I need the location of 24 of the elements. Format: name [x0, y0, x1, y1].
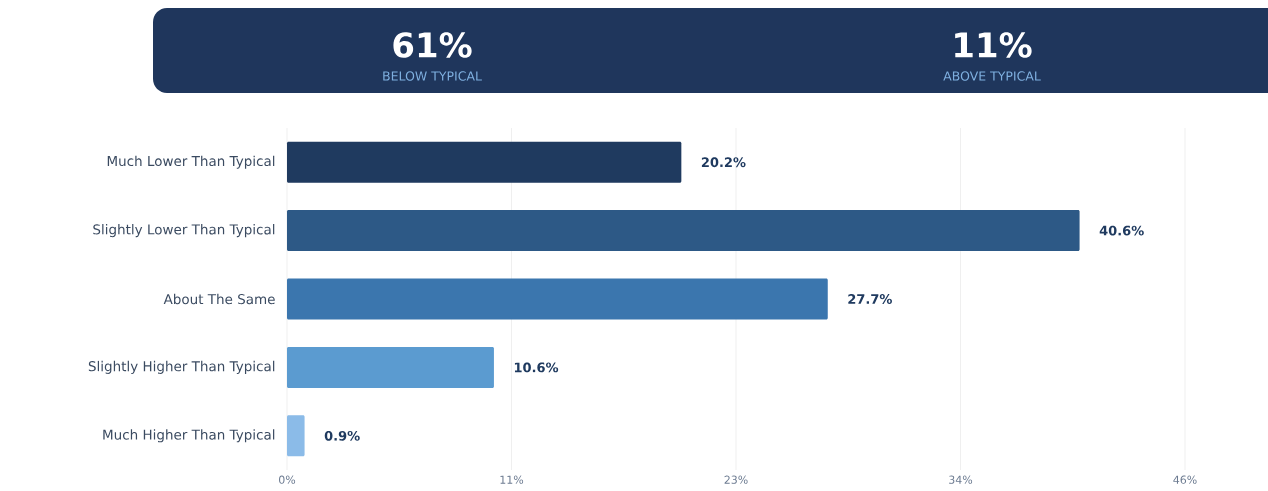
x-tick-label: 0%	[279, 475, 296, 484]
bar	[287, 278, 828, 320]
text: 11%	[955, 32, 1032, 58]
text: 61%	[393, 32, 472, 58]
y-tick-label: Much Lower Than Typical	[107, 155, 275, 169]
bar	[287, 210, 1080, 252]
data-label: 0.9%	[324, 430, 360, 441]
x-tick-label: 23%	[724, 475, 748, 484]
y-tick-label: About The Same	[163, 293, 275, 305]
y-tick-label: Slightly Higher Than Typical	[88, 360, 275, 374]
data-label: 10.6%	[514, 362, 559, 373]
y-tick-label: Slightly Lower Than Typical	[93, 224, 275, 238]
bar	[287, 415, 305, 457]
bar	[287, 141, 682, 183]
x-tick-label: 46%	[1173, 475, 1197, 484]
x-tick-label: 11%	[500, 475, 524, 484]
text: BELOW TYPICAL	[383, 71, 482, 81]
bar	[287, 346, 494, 388]
text: ABOVE TYPICAL	[943, 71, 1041, 81]
data-label: 27.7%	[848, 294, 892, 304]
y-tick-label: Much Higher Than Typical	[103, 429, 275, 443]
data-label: 20.2%	[701, 157, 746, 168]
data-label: 40.6%	[1099, 225, 1144, 236]
x-tick-label: 34%	[949, 475, 973, 484]
